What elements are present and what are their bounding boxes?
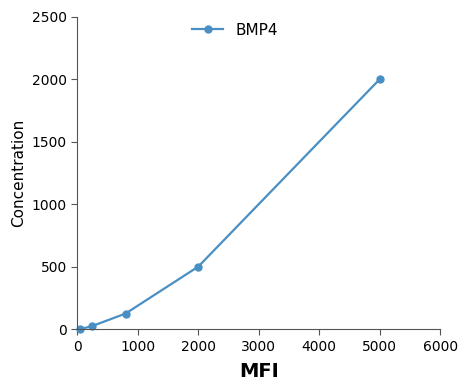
BMP4 (123, 311, 129, 316)
BMP4 (196, 264, 201, 269)
Legend: BMP4: BMP4 (186, 16, 284, 44)
BMP4 (90, 324, 95, 328)
Line: BMP4: BMP4 (77, 76, 383, 332)
BMP4 (377, 77, 383, 82)
Y-axis label: Concentration: Concentration (11, 119, 26, 227)
BMP4 (77, 327, 83, 332)
X-axis label: MFI: MFI (239, 362, 279, 381)
